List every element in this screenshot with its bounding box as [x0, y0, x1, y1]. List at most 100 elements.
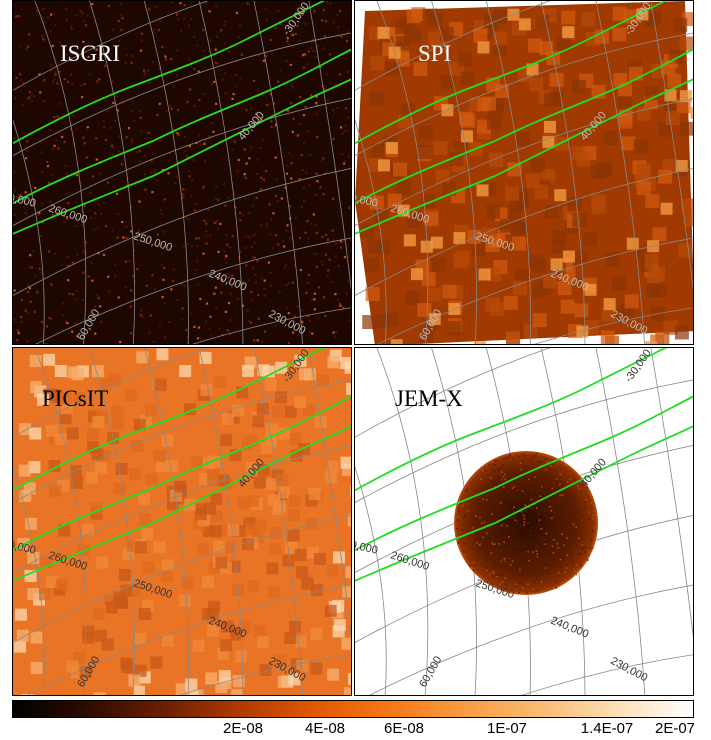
panel-jemx-image: 0,000260,000250,000240,000230,00040,000-…: [355, 348, 693, 695]
noise-pixel: [191, 245, 194, 248]
jemx-pixel: [522, 544, 525, 547]
noise-pixel: [308, 319, 311, 323]
picsit-pixel: [96, 556, 109, 569]
noise-pixel: [54, 23, 57, 27]
noise-pixel: [130, 140, 133, 143]
picsit-pixel: [278, 486, 291, 499]
noise-pixel: [118, 340, 122, 344]
jemx-pixel: [473, 562, 475, 564]
noise-pixel: [61, 135, 64, 139]
colorbar-tick: 1.4E-07: [580, 720, 634, 737]
noise-pixel: [113, 119, 116, 123]
picsit-pixel: [206, 468, 219, 481]
spi-pixel: [369, 195, 384, 210]
jemx-pixel: [559, 514, 562, 517]
noise-pixel: [163, 301, 166, 305]
jemx-pixel: [537, 489, 539, 491]
jemx-pixel: [498, 487, 500, 490]
picsit-pixel: [344, 361, 351, 374]
noise-pixel: [63, 215, 66, 218]
noise-pixel: [260, 277, 263, 280]
noise-pixel: [348, 319, 351, 322]
jemx-pixel: [566, 497, 568, 499]
picsit-pixel: [191, 456, 204, 469]
spi-pixel: [477, 41, 490, 54]
noise-pixel: [153, 171, 156, 174]
jemx-pixel: [488, 514, 490, 517]
spi-pixel: [535, 14, 550, 29]
noise-pixel: [323, 295, 326, 299]
noise-pixel: [148, 331, 151, 334]
spi-pixel: [406, 28, 421, 43]
jemx-pixel: [479, 516, 481, 519]
jemx-pixel: [467, 510, 470, 512]
jemx-pixel: [482, 536, 484, 539]
jemx-pixel: [500, 513, 503, 515]
jemx-pixel: [568, 497, 571, 500]
noise-pixel: [190, 179, 194, 182]
grid-line: [369, 584, 693, 695]
jemx-pixel: [513, 511, 515, 513]
jemx-pixel: [516, 490, 518, 492]
contour-line: [355, 395, 693, 552]
jemx-pixel: [492, 556, 495, 559]
noise-pixel: [32, 95, 36, 98]
noise-pixel: [86, 126, 89, 129]
noise-pixel: [143, 72, 147, 75]
noise-pixel: [111, 80, 114, 83]
grid-line: [376, 348, 429, 695]
noise-pixel: [130, 289, 133, 292]
noise-pixel: [257, 294, 260, 297]
jemx-pixel: [512, 516, 515, 518]
jemx-pixel: [564, 571, 567, 573]
jemx-pixel: [545, 543, 548, 545]
picsit-pixel: [287, 509, 300, 522]
spi-pixel: [390, 339, 403, 344]
jemx-pixel: [518, 538, 521, 541]
noise-pixel: [55, 139, 58, 142]
jemx-pixel: [574, 507, 576, 510]
spi-pixel: [612, 6, 627, 21]
jemx-pixel: [547, 467, 549, 469]
jemx-pixel: [540, 527, 543, 530]
jemx-pixel: [492, 574, 494, 577]
picsit-pixel: [30, 631, 43, 644]
noise-pixel: [182, 194, 185, 197]
noise-pixel: [322, 19, 325, 23]
noise-pixel: [263, 330, 267, 333]
noise-pixel: [194, 268, 197, 272]
picsit-pixel: [21, 693, 34, 695]
grid-line: [143, 348, 189, 695]
jemx-pixel: [582, 547, 585, 550]
jemx-pixel: [512, 508, 515, 511]
jemx-pixel: [486, 569, 488, 572]
picsit-pixel: [282, 554, 295, 567]
noise-pixel: [195, 141, 198, 145]
noise-pixel: [285, 307, 289, 310]
isgri-contours: [13, 1, 351, 235]
picsit-pixel: [91, 447, 104, 460]
jemx-pixel: [491, 468, 493, 470]
noise-pixel: [324, 172, 327, 175]
noise-pixel: [339, 9, 342, 12]
picsit-pixel: [342, 463, 351, 476]
spi-pixel: [494, 83, 509, 98]
noise-pixel: [324, 20, 328, 23]
noise-pixel: [124, 62, 128, 65]
noise-pixel: [350, 67, 351, 70]
noise-pixel: [310, 94, 313, 97]
noise-pixel: [138, 150, 141, 153]
jemx-pixel: [545, 532, 548, 535]
grid-line: [355, 119, 387, 344]
spi-pixel: [503, 295, 518, 310]
jemx-pixel: [534, 476, 536, 478]
noise-pixel: [217, 228, 220, 231]
noise-pixel: [250, 107, 253, 110]
picsit-pixel: [136, 351, 149, 364]
noise-pixel: [328, 258, 331, 261]
jemx-pixel: [524, 559, 527, 562]
picsit-pixel: [197, 543, 210, 556]
noise-pixel: [347, 280, 350, 283]
noise-pixel: [294, 15, 298, 18]
picsit-pixel: [288, 673, 301, 686]
